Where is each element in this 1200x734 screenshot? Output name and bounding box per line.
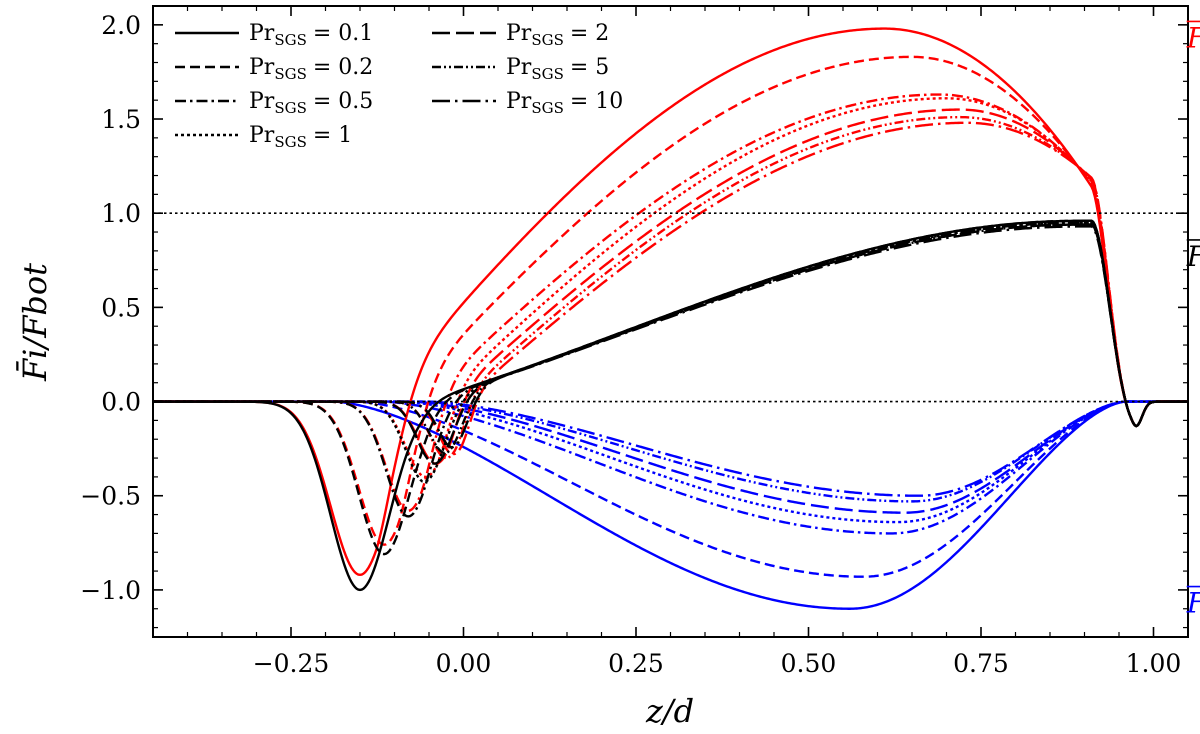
series-line-enth-7 [153,121,1188,456]
tick-labels: −0.25 0.00 0.25 0.50 0.75 1.00 −1.0 −0.5 0.0 0.5 1… [80,11,1181,678]
annotation-label: Fenth [1186,21,1200,59]
axes [152,5,1189,638]
legend-label: PrSGS = 10 [506,89,623,117]
y-tick-label: 0.5 [101,293,141,322]
x-tick-label: 0.75 [953,649,1009,678]
y-tick-label: −0.5 [80,482,141,511]
annotation-label: Fkin [1186,587,1200,625]
legend-label: PrSGS = 0.5 [249,89,373,117]
y-axis-title: F̄i/Fbot [16,263,54,382]
x-tick-label: 0.50 [781,649,837,678]
x-tick-label: 0.25 [608,649,664,678]
x-tick-label: −0.25 [253,649,330,678]
series-line-conv-4 [153,221,1188,483]
legend-label: PrSGS = 0.2 [249,55,373,83]
legend-label: PrSGS = 5 [506,55,609,83]
annotation-enth: Fenth [1186,20,1200,59]
series-line-enth-4 [153,97,1188,479]
series-line-enth-1 [153,27,1188,577]
curve-annotations: Fenth Fconv Fkin [1186,20,1200,625]
series-line-conv-7 [153,225,1188,449]
reference-lines [153,212,1188,403]
annotation-conv: Fconv [1186,239,1200,278]
series-line-kin-7 [153,400,1188,497]
y-tick-label: 0.0 [101,388,141,417]
y-tick-label: −1.0 [80,576,141,605]
annotation-kin: Fkin [1186,585,1200,625]
y-tick-label: 1.5 [101,105,141,134]
x-tick-label: 1.00 [1126,649,1182,678]
x-axis-title: z/d [645,692,694,730]
x-tick-label: 0.00 [436,649,492,678]
series-line-conv-2 [153,219,1188,556]
series-line-kin-4 [153,400,1188,524]
legend: PrSGS = 0.1 PrSGS = 0.2 PrSGS = 0.5 PrSGS = 1 Pr… [175,21,623,151]
y-tick-label: 1.0 [101,199,141,228]
legend-label: PrSGS = 2 [506,21,609,49]
annotation-label: Fconv [1186,240,1200,278]
legend-label: PrSGS = 1 [249,123,352,151]
y-tick-label: 2.0 [101,11,141,40]
legend-label: PrSGS = 0.1 [249,21,373,49]
